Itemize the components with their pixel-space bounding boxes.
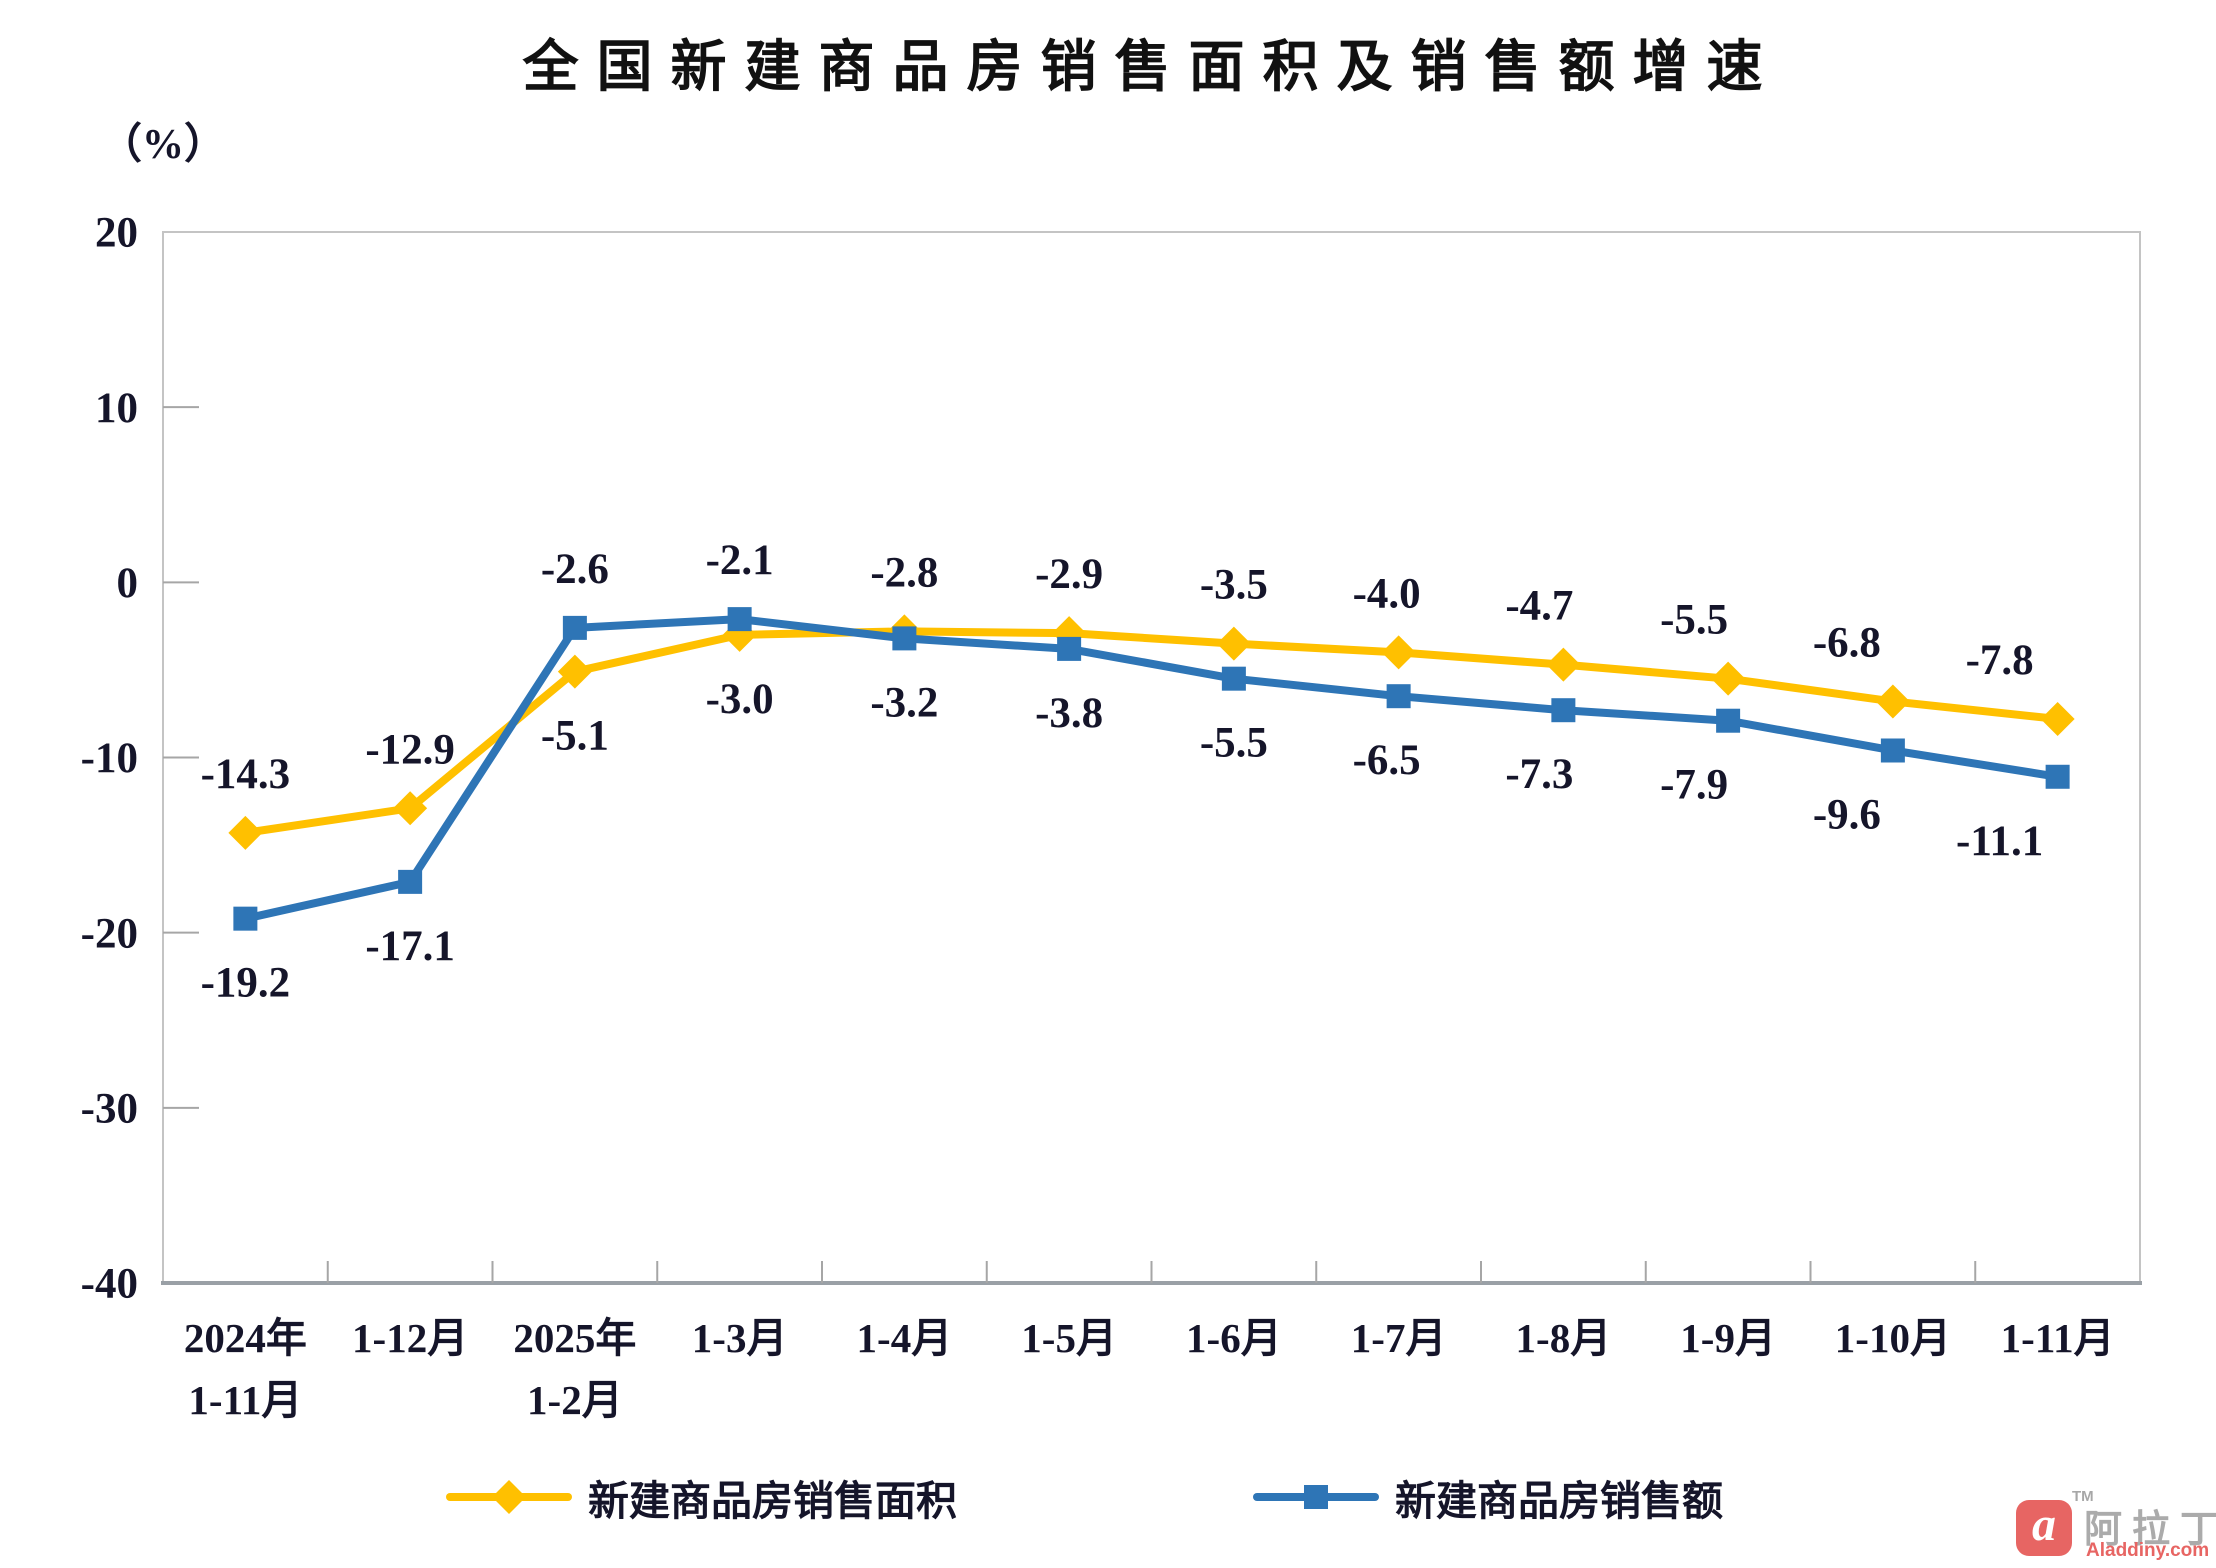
- data-point-marker-sales-area: [228, 815, 263, 850]
- data-label-sales-area: -2.9: [1035, 551, 1103, 598]
- x-category-label: 1-12月: [352, 1315, 468, 1361]
- legend-swatch-sales-amount: [1253, 1480, 1379, 1514]
- data-label-sales-area: -5.5: [1660, 597, 1728, 644]
- data-label-sales-amount: -7.3: [1505, 751, 1573, 798]
- y-tick-label: -20: [81, 910, 138, 957]
- x-category-label: 1-2月: [527, 1377, 623, 1423]
- data-label-sales-amount: -7.9: [1660, 762, 1728, 809]
- data-label-sales-amount: -9.6: [1813, 791, 1881, 838]
- y-tick-label: 0: [117, 560, 139, 607]
- legend-marker-square-icon: [1304, 1485, 1328, 1509]
- data-point-marker-sales-area: [2040, 701, 2075, 736]
- x-category-label: 1-9月: [1680, 1315, 1776, 1361]
- watermark-site: Aladdiny.com: [2086, 1540, 2210, 1561]
- data-point-marker-sales-amount: [1386, 684, 1411, 709]
- x-category-label: 1-4月: [857, 1315, 953, 1361]
- series-line-sales-amount: [241, 615, 2062, 923]
- watermark: a TM 阿拉丁 Aladdiny.com: [2008, 1486, 2216, 1564]
- series-sales-amount: -19.2 -17.1 -2.6 -2.1 -3.2 -3.8 -5.5 -6.5 -7.3 -7…: [201, 537, 2070, 1007]
- legend: 新建商品房销售面积 新建商品房销售额: [96, 1462, 2073, 1532]
- aladdiny-logo-icon: a: [2016, 1500, 2072, 1556]
- data-label-sales-amount: -17.1: [365, 923, 455, 970]
- x-category-label: 1-3月: [692, 1315, 788, 1361]
- data-point-marker-sales-area: [557, 654, 592, 689]
- data-label-sales-amount: -3.2: [870, 679, 938, 726]
- data-label-sales-amount: -2.6: [541, 546, 609, 593]
- x-category-label: 2025年: [513, 1315, 636, 1361]
- y-tick-label: 20: [95, 210, 138, 257]
- data-label-sales-area: -3.5: [1200, 562, 1268, 609]
- y-tick-label: -10: [81, 735, 138, 782]
- x-category-label: 1-11月: [2001, 1315, 2115, 1361]
- data-label-sales-amount: -2.1: [706, 537, 774, 584]
- data-point-marker-sales-amount: [2045, 764, 2070, 789]
- series-sales-area: -14.3 -12.9 -5.1 -3.0 -2.8 -2.9 -3.5 -4.0 -4.7 -5…: [201, 549, 2075, 850]
- legend-marker-diamond-icon: [492, 1480, 526, 1514]
- x-category-label: 1-8月: [1516, 1315, 1612, 1361]
- data-label-sales-area: -6.8: [1813, 619, 1881, 666]
- legend-label-sales-area: 新建商品房销售面积: [588, 1478, 957, 1524]
- data-label-sales-amount: -5.5: [1200, 720, 1268, 767]
- data-point-marker-sales-amount: [1551, 698, 1576, 723]
- data-label-sales-area: -14.3: [201, 751, 291, 798]
- plot-border: [162, 231, 2141, 1284]
- y-tick-label: 10: [95, 385, 138, 432]
- logo-letter: a: [2032, 1498, 2056, 1551]
- data-point-marker-sales-amount: [1057, 636, 1082, 661]
- data-point-marker-sales-area: [1875, 684, 1910, 719]
- data-label-sales-amount: -6.5: [1353, 737, 1421, 784]
- data-point-marker-sales-amount: [562, 615, 587, 640]
- data-point-marker-sales-amount: [1880, 738, 1905, 763]
- x-axis-labels: 2024年 1-11月 1-12月 2025年 1-2月 1-3月 1-4月 1-5月 1-6月…: [184, 1315, 2115, 1423]
- data-point-marker-sales-amount: [892, 626, 917, 651]
- data-label-sales-area: -4.7: [1505, 583, 1573, 630]
- legend-item-sales-amount: 新建商品房销售额: [1253, 1467, 1723, 1527]
- y-axis: 20 10 0 -10 -20 -30 -40: [81, 210, 199, 1308]
- y-tick-label: -40: [81, 1261, 138, 1308]
- chart-title: 全国新建商品房销售面积及销售额增速: [522, 35, 1781, 98]
- data-label-sales-area: -2.8: [870, 549, 938, 596]
- series-line-sales-area: [241, 627, 2062, 837]
- data-point-marker-sales-area: [1711, 661, 1746, 696]
- x-category-label: 1-7月: [1351, 1315, 1447, 1361]
- watermark-name: 阿拉丁: [2084, 1509, 2216, 1551]
- data-point-marker-sales-area: [1216, 626, 1251, 661]
- legend-swatch-sales-area: [446, 1480, 572, 1514]
- data-point-marker-sales-amount: [398, 869, 423, 894]
- data-label-sales-area: -7.8: [1966, 637, 2034, 684]
- data-point-marker-sales-amount: [233, 906, 258, 931]
- data-point-marker-sales-area: [393, 791, 428, 826]
- y-tick-label: -30: [81, 1085, 138, 1132]
- x-category-label: 1-10月: [1835, 1315, 1951, 1361]
- x-category-label: 2024年: [184, 1315, 307, 1361]
- data-label-sales-area: -3.0: [706, 676, 774, 723]
- data-point-marker-sales-area: [1546, 647, 1581, 682]
- x-category-label: 1-6月: [1186, 1315, 1282, 1361]
- legend-item-sales-area: 新建商品房销售面积: [446, 1467, 957, 1527]
- x-category-label: 1-5月: [1021, 1315, 1117, 1361]
- data-point-marker-sales-amount: [1221, 666, 1246, 691]
- data-label-sales-amount: -3.8: [1035, 690, 1103, 737]
- data-label-sales-area: -4.0: [1353, 570, 1421, 617]
- data-label-sales-amount: -11.1: [1956, 818, 2043, 865]
- x-category-label: 1-11月: [188, 1377, 302, 1423]
- data-label-sales-area: -12.9: [365, 726, 455, 773]
- x-axis-ticks: [326, 1261, 1977, 1283]
- data-point-marker-sales-area: [1381, 635, 1416, 670]
- data-point-marker-sales-amount: [727, 607, 752, 632]
- legend-label-sales-amount: 新建商品房销售额: [1395, 1478, 1723, 1524]
- data-label-sales-amount: -19.2: [201, 960, 291, 1007]
- data-label-sales-area: -5.1: [541, 713, 609, 760]
- data-point-marker-sales-amount: [1716, 708, 1741, 733]
- y-axis-unit-label: （%）: [100, 122, 227, 168]
- trademark-symbol: TM: [2072, 1488, 2094, 1505]
